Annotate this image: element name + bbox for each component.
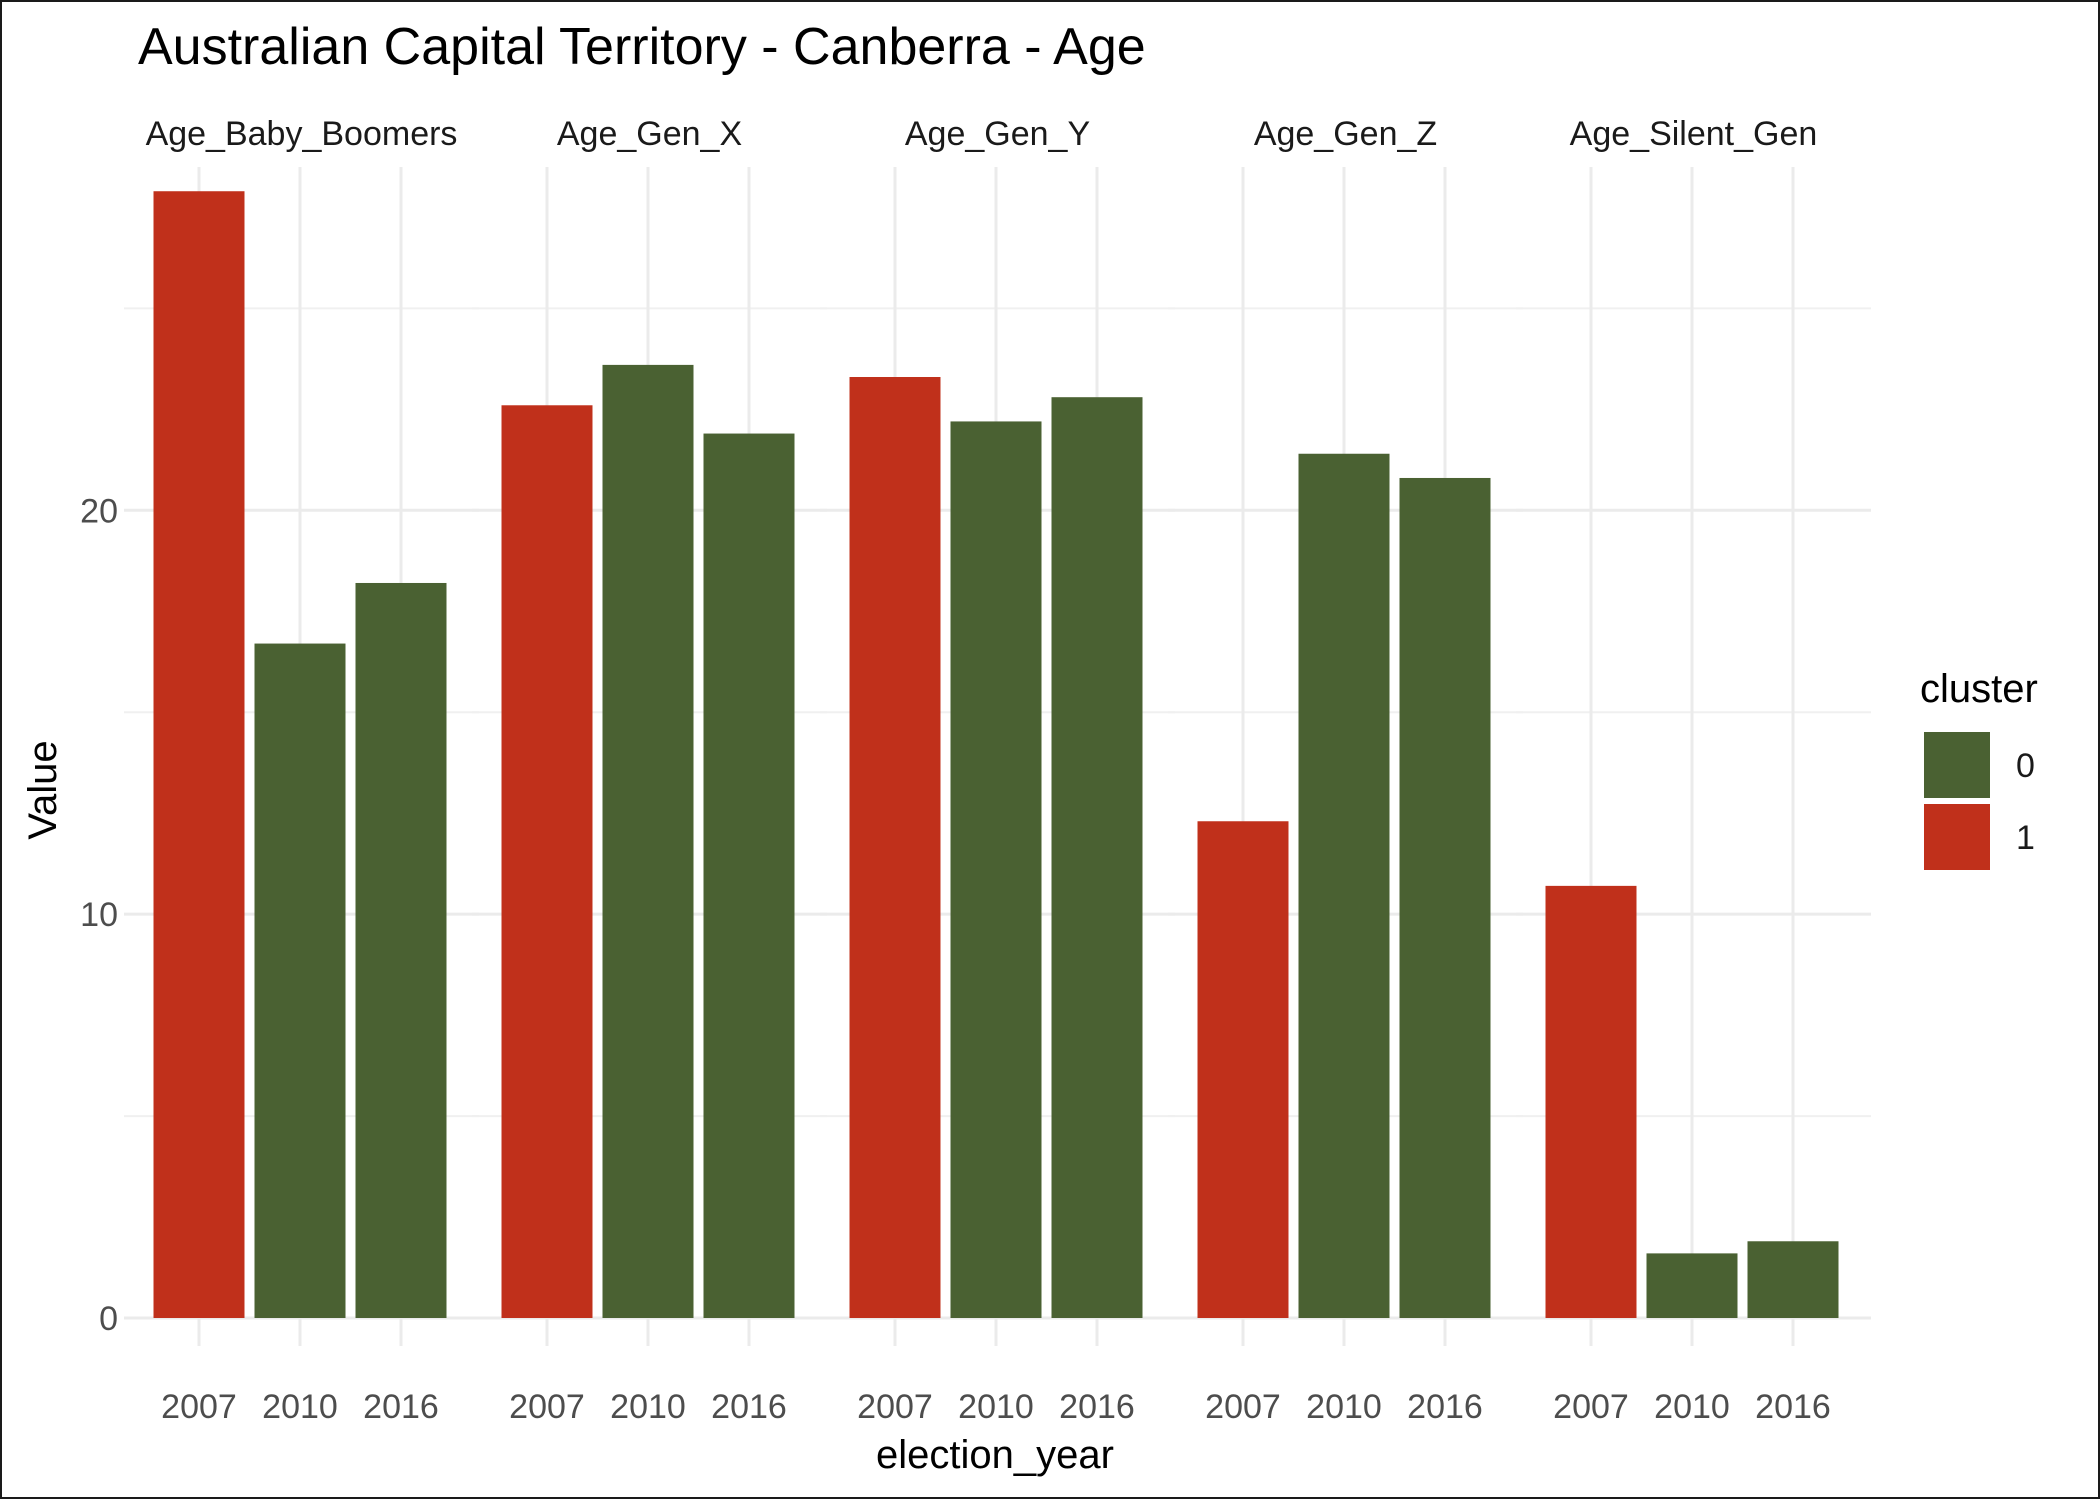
x-tick-label: 2010 (1654, 1388, 1730, 1426)
x-tick-label: 2016 (1059, 1388, 1135, 1426)
y-tick-label: 0 (99, 1300, 118, 1338)
legend-key-1 (1924, 804, 1990, 870)
x-tick-label: 2007 (857, 1388, 933, 1426)
bar-Age_Silent_Gen-2010 (1646, 1253, 1738, 1318)
x-axis-title: election_year (876, 1433, 1114, 1477)
facet-strip-label: Age_Gen_Y (905, 115, 1090, 153)
legend-label: 1 (2016, 819, 2035, 857)
bar-Age_Baby_Boomers-2007 (153, 191, 245, 1319)
x-tick-label: 2010 (1306, 1388, 1382, 1426)
facet-panel: 2007 2010 2016 Age_Gen_Z (1168, 115, 1523, 1426)
bar-Age_Silent_Gen-2016 (1747, 1241, 1839, 1318)
x-tick-label: 2016 (1755, 1388, 1831, 1426)
bar-Age_Baby_Boomers-2010 (254, 643, 346, 1318)
bar-Age_Gen_Y-2010 (950, 421, 1042, 1318)
x-tick-label: 2007 (161, 1388, 237, 1426)
bar-Age_Silent_Gen-2007 (1545, 885, 1637, 1318)
facet-strip-label: Age_Gen_X (557, 115, 742, 153)
chart-title: Australian Capital Territory - Canberra … (138, 18, 1146, 76)
y-tick-label: 20 (80, 492, 118, 530)
x-tick-label: 2010 (958, 1388, 1034, 1426)
x-tick-label: 2010 (262, 1388, 338, 1426)
y-tick-label: 10 (80, 896, 118, 934)
x-tick-label: 2010 (610, 1388, 686, 1426)
bar-Age_Baby_Boomers-2016 (355, 582, 447, 1318)
facet-strip-label: Age_Gen_Z (1254, 115, 1437, 153)
facet-strip-label: Age_Baby_Boomers (146, 115, 458, 153)
x-tick-label: 2007 (509, 1388, 585, 1426)
bar-Age_Gen_X-2007 (501, 405, 593, 1318)
bar-Age_Gen_Z-2007 (1197, 821, 1289, 1318)
x-tick-label: 2016 (1407, 1388, 1483, 1426)
facet-panel: 2007 2010 2016 Age_Silent_Gen (1516, 115, 1871, 1426)
x-tick-label: 2016 (711, 1388, 787, 1426)
facet-panel: 2007 2010 2016 Age_Baby_Boomers (124, 115, 479, 1426)
facet-strip-label: Age_Silent_Gen (1570, 115, 1818, 153)
legend-title: cluster (1920, 667, 2038, 711)
x-tick-label: 2007 (1205, 1388, 1281, 1426)
bar-Age_Gen_X-2016 (703, 433, 795, 1318)
legend-key-0 (1924, 732, 1990, 798)
bar-Age_Gen_X-2010 (602, 364, 694, 1318)
bar-Age_Gen_Z-2010 (1298, 453, 1390, 1318)
facet-panel: 2007 2010 2016 Age_Gen_Y (820, 115, 1175, 1426)
bar-Age_Gen_Z-2016 (1399, 477, 1491, 1318)
bar-Age_Gen_Y-2016 (1051, 397, 1143, 1318)
legend: cluster 0 1 (1920, 667, 2038, 870)
legend-label: 0 (2016, 747, 2035, 785)
y-axis-ticks: 0 10 20 (80, 492, 118, 1338)
x-tick-label: 2007 (1553, 1388, 1629, 1426)
facet-panel: 2007 2010 2016 Age_Gen_X (472, 115, 827, 1426)
bar-Age_Gen_Y-2007 (849, 377, 941, 1318)
y-axis-title: Value (21, 740, 65, 839)
facet-panels: 2007 2010 2016 Age_Baby_Boomers 2007 2010 2016… (124, 115, 1871, 1426)
x-tick-label: 2016 (363, 1388, 439, 1426)
